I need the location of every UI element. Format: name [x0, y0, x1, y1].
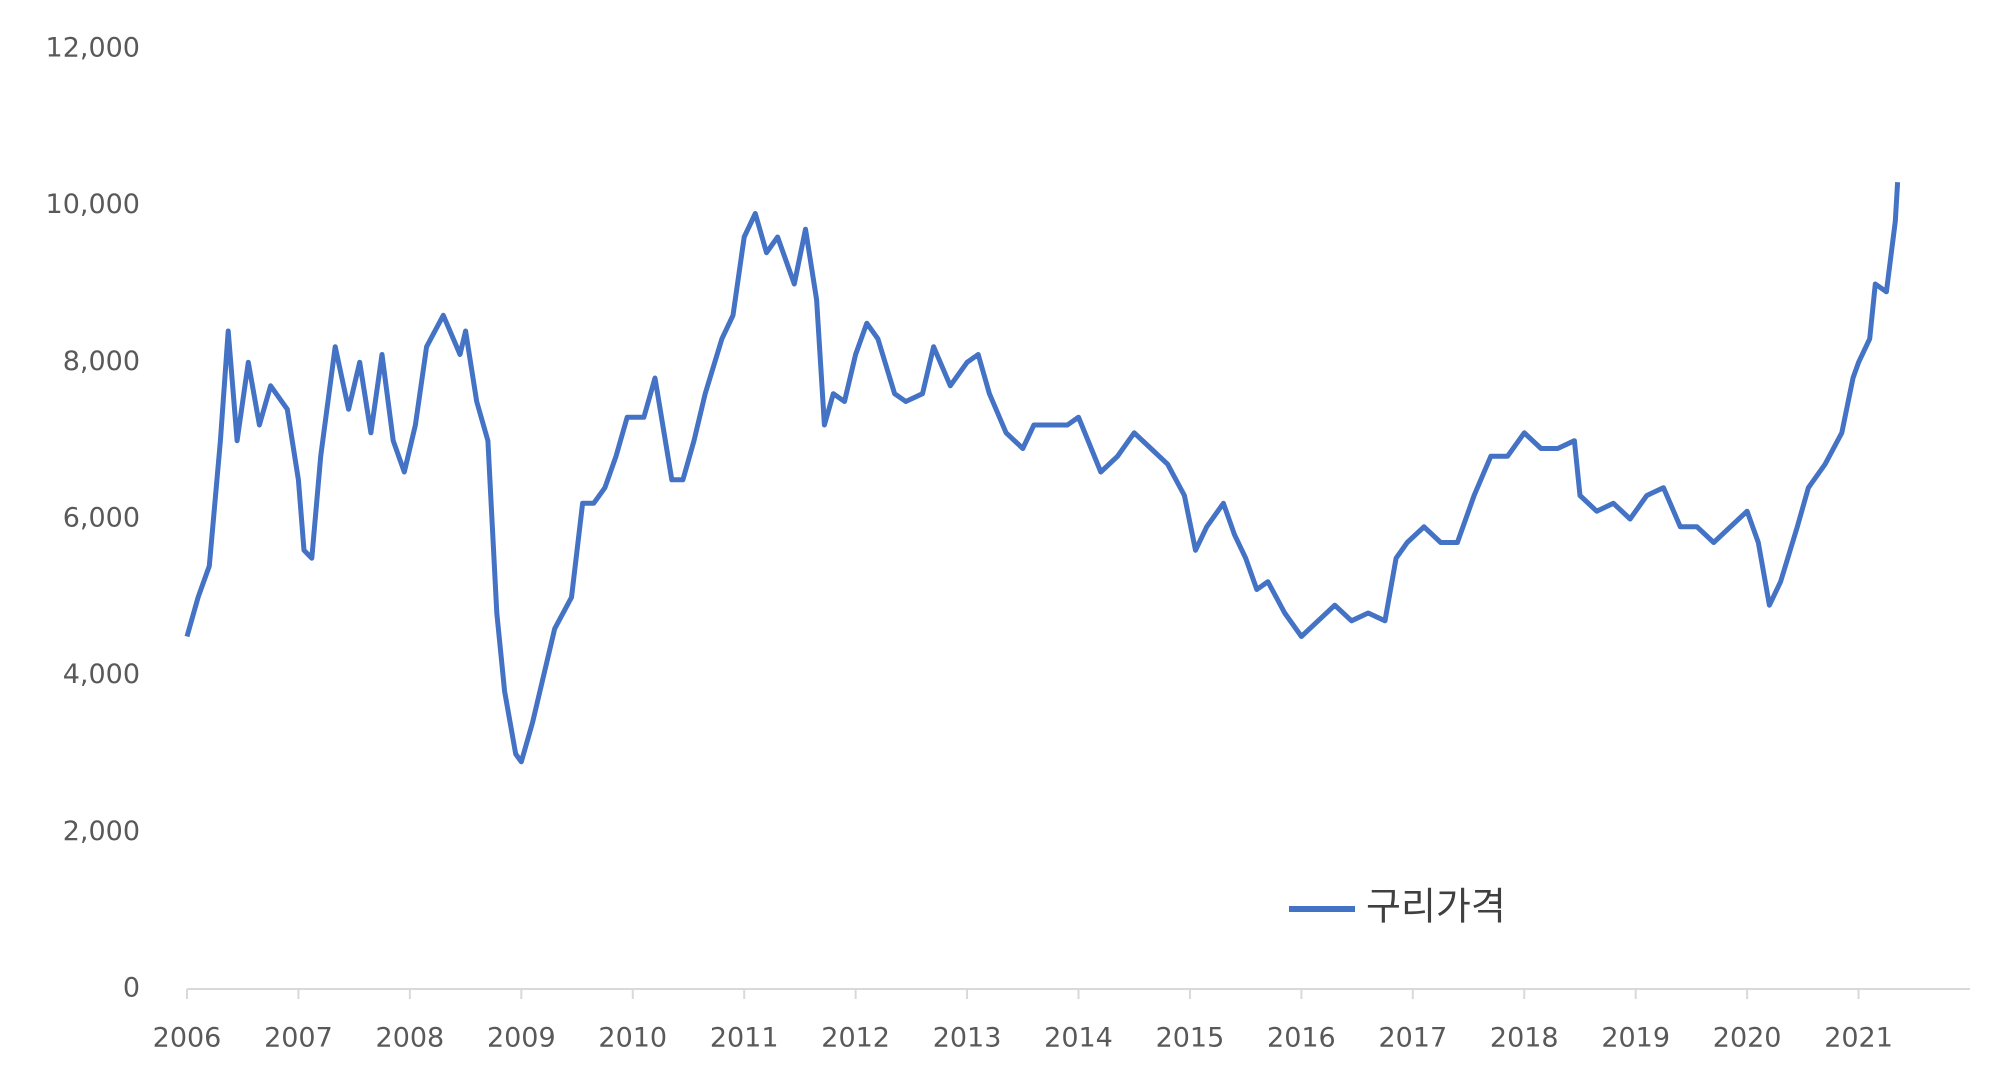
- x-tick-label: 2015: [1156, 1023, 1225, 1054]
- x-tick-label: 2014: [1044, 1023, 1113, 1054]
- x-tick-label: 2021: [1824, 1023, 1893, 1054]
- y-tick-label: 6,000: [63, 503, 140, 534]
- x-tick-label: 2017: [1378, 1023, 1447, 1054]
- y-tick-label: 2,000: [63, 816, 140, 847]
- y-tick-label: 10,000: [46, 189, 140, 220]
- x-tick-label: 2013: [933, 1023, 1002, 1054]
- x-tick-label: 2016: [1267, 1023, 1336, 1054]
- x-tick-label: 2019: [1601, 1023, 1670, 1054]
- legend-label: 구리가격: [1366, 885, 1506, 929]
- y-tick-label: 0: [123, 973, 140, 1004]
- x-tick-label: 2007: [264, 1023, 333, 1054]
- x-tick-label: 2020: [1713, 1023, 1782, 1054]
- x-tick-label: 2018: [1490, 1023, 1559, 1054]
- x-tick-label: 2012: [821, 1023, 890, 1054]
- y-tick-label: 12,000: [46, 33, 140, 64]
- x-tick-label: 2011: [710, 1023, 779, 1054]
- line-series: [184, 182, 1901, 765]
- x-tick-label: 2008: [376, 1023, 445, 1054]
- x-tick-label: 2010: [598, 1023, 667, 1054]
- x-tick-label: 2009: [487, 1023, 556, 1054]
- x-tick-label: 2006: [153, 1023, 222, 1054]
- y-tick-label: 8,000: [63, 346, 140, 377]
- y-tick-label: 4,000: [63, 659, 140, 690]
